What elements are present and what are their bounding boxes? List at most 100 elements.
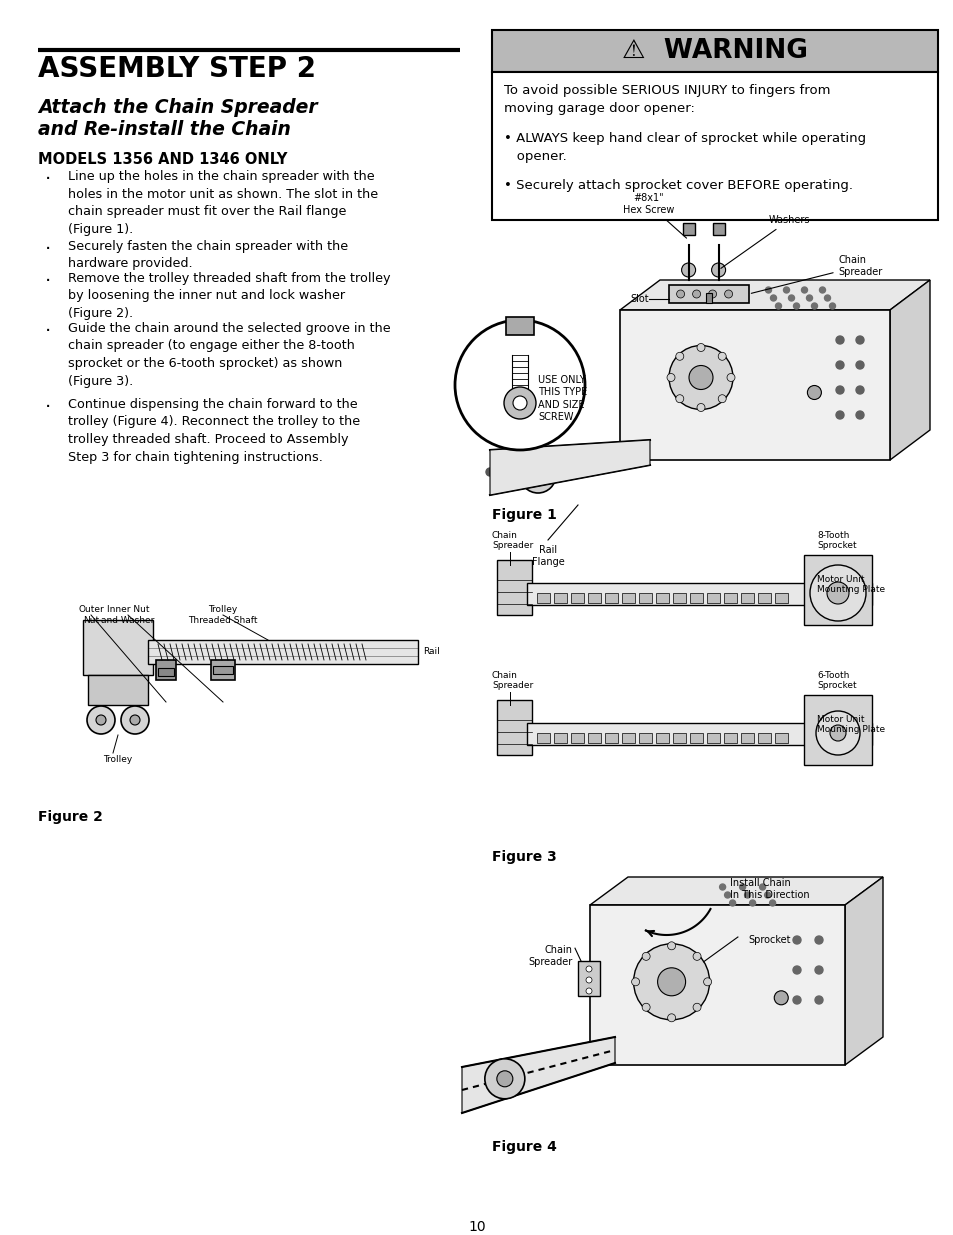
Circle shape xyxy=(511,464,519,472)
Text: ⚠  WARNING: ⚠ WARNING xyxy=(621,38,807,64)
Polygon shape xyxy=(461,1037,615,1113)
Text: Chain
Spreader: Chain Spreader xyxy=(528,945,573,967)
Polygon shape xyxy=(844,877,882,1065)
Bar xyxy=(497,559,532,615)
Circle shape xyxy=(724,892,730,898)
Bar xyxy=(554,734,566,743)
Circle shape xyxy=(657,968,685,995)
Circle shape xyxy=(815,711,859,755)
Circle shape xyxy=(718,352,725,361)
Circle shape xyxy=(708,290,716,298)
Circle shape xyxy=(792,966,801,974)
Bar xyxy=(148,640,417,664)
Circle shape xyxy=(498,466,506,474)
Circle shape xyxy=(692,952,700,961)
Circle shape xyxy=(497,1071,513,1087)
Bar xyxy=(571,734,583,743)
Circle shape xyxy=(719,884,725,890)
Text: Motor Unit
Mounting Plate: Motor Unit Mounting Plate xyxy=(816,715,884,735)
Text: USE ONLY
THIS TYPE
AND SIZE
SCREW: USE ONLY THIS TYPE AND SIZE SCREW xyxy=(537,375,587,422)
Circle shape xyxy=(809,564,865,621)
Circle shape xyxy=(759,884,765,890)
Bar xyxy=(492,72,937,220)
Text: Trolley: Trolley xyxy=(103,755,132,764)
Text: and Re-install the Chain: and Re-install the Chain xyxy=(38,120,291,140)
Circle shape xyxy=(692,1003,700,1011)
Circle shape xyxy=(121,706,149,734)
Circle shape xyxy=(855,411,863,419)
Circle shape xyxy=(763,892,770,898)
Circle shape xyxy=(513,396,526,410)
Circle shape xyxy=(130,715,140,725)
Bar xyxy=(526,583,871,605)
Circle shape xyxy=(801,287,806,293)
Polygon shape xyxy=(589,905,844,1065)
Text: 8-Tooth
Sprocket: 8-Tooth Sprocket xyxy=(816,531,856,550)
Bar xyxy=(803,555,871,625)
Bar xyxy=(83,620,152,676)
Circle shape xyxy=(575,456,582,463)
Bar xyxy=(774,734,787,743)
Circle shape xyxy=(537,461,544,469)
Text: ·: · xyxy=(45,240,51,259)
Circle shape xyxy=(675,352,683,361)
Circle shape xyxy=(585,966,592,972)
Circle shape xyxy=(793,303,799,309)
Circle shape xyxy=(835,411,843,419)
Text: Chain
Spreader: Chain Spreader xyxy=(751,254,882,294)
Text: Washers: Washers xyxy=(720,215,809,268)
Bar xyxy=(213,666,233,674)
Bar xyxy=(758,593,770,603)
Polygon shape xyxy=(589,877,882,905)
Polygon shape xyxy=(889,280,929,459)
Circle shape xyxy=(585,977,592,983)
Circle shape xyxy=(806,385,821,399)
Bar xyxy=(706,734,720,743)
Bar xyxy=(621,593,635,603)
Text: Attach the Chain Spreader: Attach the Chain Spreader xyxy=(38,98,317,117)
Bar xyxy=(639,734,651,743)
Bar xyxy=(554,593,566,603)
Text: Continue dispensing the chain forward to the
trolley (Figure 4). Reconnect the t: Continue dispensing the chain forward to… xyxy=(68,398,359,463)
Text: Install Chain
In This Direction: Install Chain In This Direction xyxy=(729,878,809,900)
Circle shape xyxy=(587,453,596,462)
Text: Securely fasten the chain spreader with the
hardware provided.: Securely fasten the chain spreader with … xyxy=(68,240,348,270)
Text: Rail
Flange: Rail Flange xyxy=(531,545,564,567)
Circle shape xyxy=(764,287,771,293)
Circle shape xyxy=(96,715,106,725)
Circle shape xyxy=(530,467,545,483)
Circle shape xyxy=(455,320,584,450)
Circle shape xyxy=(711,263,725,277)
Bar xyxy=(712,224,724,235)
Text: Slot: Slot xyxy=(629,294,648,304)
Text: Outer
Nut: Outer Nut xyxy=(78,605,104,625)
Circle shape xyxy=(549,459,558,467)
Text: Figure 4: Figure 4 xyxy=(492,1140,557,1153)
Circle shape xyxy=(855,361,863,369)
Circle shape xyxy=(680,263,695,277)
Bar xyxy=(497,700,532,755)
Bar xyxy=(578,961,599,995)
Bar xyxy=(88,676,148,705)
Text: 6-Tooth
Sprocket: 6-Tooth Sprocket xyxy=(816,671,856,690)
Bar xyxy=(672,593,685,603)
Circle shape xyxy=(792,936,801,944)
Circle shape xyxy=(792,995,801,1004)
Text: • ALWAYS keep hand clear of sprocket while operating
   opener.: • ALWAYS keep hand clear of sprocket whi… xyxy=(503,132,865,163)
Circle shape xyxy=(692,290,700,298)
Polygon shape xyxy=(490,440,649,495)
Circle shape xyxy=(641,1003,649,1011)
Text: ASSEMBLY STEP 2: ASSEMBLY STEP 2 xyxy=(38,56,315,83)
Circle shape xyxy=(729,900,735,906)
Polygon shape xyxy=(619,310,889,459)
Bar xyxy=(706,593,720,603)
Bar xyxy=(774,593,787,603)
Bar xyxy=(740,734,753,743)
Circle shape xyxy=(668,346,732,410)
Circle shape xyxy=(826,582,848,604)
Bar xyxy=(689,593,702,603)
Text: Chain
Spreader: Chain Spreader xyxy=(492,671,533,690)
Bar xyxy=(537,734,550,743)
Circle shape xyxy=(631,978,639,986)
Text: ·: · xyxy=(45,322,51,341)
